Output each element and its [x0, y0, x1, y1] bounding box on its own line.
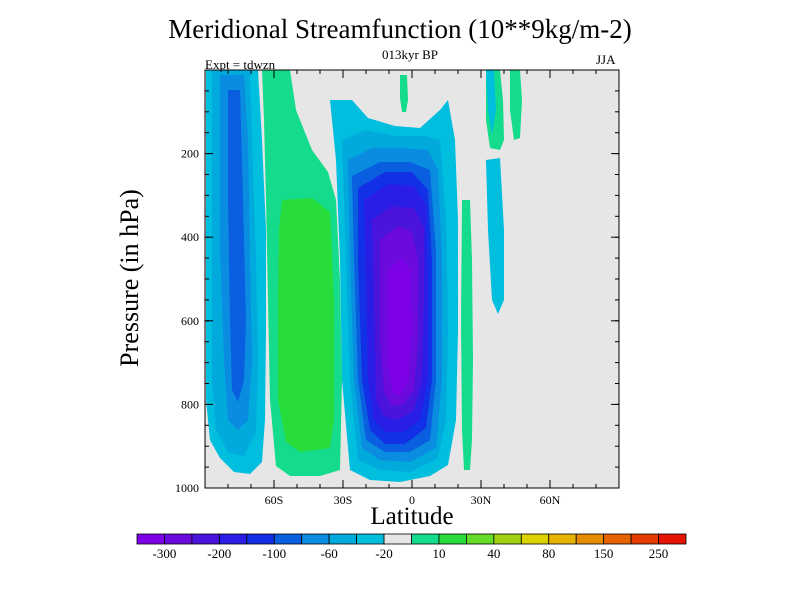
colorbar-swatch — [493, 533, 522, 545]
contour-nh-upper-b — [486, 70, 496, 135]
contour-nh-subtropical — [461, 200, 473, 470]
contour-nh-lower — [486, 158, 504, 314]
colorbar-swatch — [164, 533, 193, 545]
colorbar-swatch — [411, 533, 440, 545]
colorbar-swatch — [548, 533, 577, 545]
colorbar-label: -20 — [375, 546, 392, 561]
colorbar-swatch — [438, 533, 467, 545]
contour-nh-b — [510, 70, 522, 140]
colorbar-label: 40 — [487, 546, 500, 561]
minor-ticks — [204, 69, 620, 489]
x-tick-label: 60S — [265, 493, 284, 507]
y-tick-label: 200 — [181, 147, 199, 161]
chart-title: Meridional Streamfunction (10**9kg/m-2) — [168, 14, 632, 44]
colorbar-swatch — [603, 533, 632, 545]
colorbar-label: 10 — [432, 546, 445, 561]
colorbar-label: 250 — [649, 546, 669, 561]
colorbar-swatch — [136, 533, 165, 545]
colorbar-swatch — [520, 533, 550, 545]
y-tick-label: 400 — [181, 230, 199, 244]
colorbar-swatch — [465, 533, 495, 545]
colorbar-swatch — [218, 533, 248, 545]
colorbar-label: -60 — [320, 546, 337, 561]
chart-subtitle: 013kyr BP — [382, 47, 438, 62]
contour-hadley-l9 — [388, 258, 412, 396]
colorbar-label: -300 — [153, 546, 177, 561]
colorbar-swatch — [575, 533, 605, 545]
y-tick-label: 600 — [181, 314, 199, 328]
colorbar-label: 80 — [542, 546, 555, 561]
y-tick-label: 800 — [181, 397, 199, 411]
x-tick-label: 30S — [334, 493, 353, 507]
colorbar-swatch — [630, 533, 659, 545]
x-tick-label: 60N — [540, 493, 561, 507]
colorbar-label: -200 — [207, 546, 231, 561]
colorbar-swatch — [273, 533, 303, 545]
colorbar-swatch — [301, 533, 330, 545]
colorbar-label: 150 — [594, 546, 614, 561]
y-axis-ticks: 200 400 600 800 1000 — [175, 147, 619, 495]
season-label: JJA — [596, 52, 616, 67]
plot-area — [204, 69, 620, 489]
x-tick-label: 30N — [471, 493, 492, 507]
y-axis-label: Pressure (in hPa) — [115, 189, 144, 367]
colorbar-swatch — [246, 533, 275, 545]
x-tick-label: 0 — [409, 493, 415, 507]
contour-sh-core — [228, 90, 246, 402]
x-axis-label: Latitude — [370, 503, 454, 530]
y-tick-label: 1000 — [175, 481, 199, 495]
colorbar-swatch — [328, 533, 357, 545]
colorbar-swatch — [356, 533, 385, 545]
colorbar-swatch — [383, 533, 412, 545]
colorbar-swatch — [191, 533, 220, 545]
experiment-label: Expt = tdwzn — [205, 57, 276, 72]
contour-ferrel-inner — [278, 198, 334, 452]
colorbar-swatch — [658, 533, 687, 545]
contour-equator-upper — [400, 75, 408, 112]
colorbar-label: -100 — [262, 546, 286, 561]
colorbar: -300 -200 -100 -60 -20 10 40 80 150 250 — [136, 533, 687, 561]
